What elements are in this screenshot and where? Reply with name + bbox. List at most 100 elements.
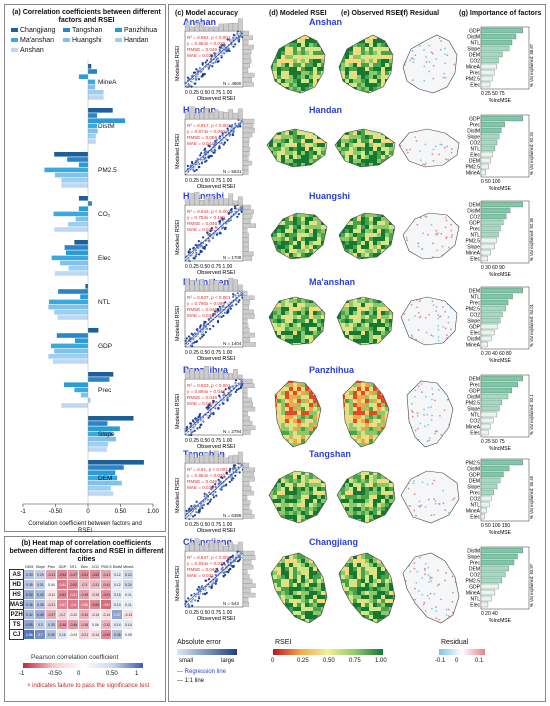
rsei-pixel [265, 311, 269, 315]
rsei-pixel [361, 351, 365, 355]
rsei-pixel [365, 217, 369, 221]
importance-bar [480, 305, 506, 312]
rsei-pixel [339, 39, 341, 43]
rsei-pixel [381, 167, 385, 171]
rsei-pixel [377, 225, 381, 229]
rsei-pixel [273, 187, 277, 191]
rsei-pixel [377, 363, 381, 367]
hist-top-bar [184, 368, 190, 380]
rsei-pixel [373, 167, 377, 171]
rsei-pixel [335, 159, 337, 163]
rsei-pixel [337, 131, 341, 135]
rsei-pixel [271, 35, 273, 39]
rsei-pixel [285, 209, 289, 213]
residual-map-huangshi [402, 211, 460, 260]
rsei-pixel [373, 265, 377, 269]
rsei-pixel [305, 391, 309, 395]
rsei-pixel [317, 343, 321, 345]
rsei-pixel [385, 63, 389, 67]
rsei-pixel [305, 99, 309, 103]
residual-pixel [452, 120, 454, 122]
rsei-pixel [293, 359, 297, 363]
scatter-point [213, 54, 216, 57]
rsei-pixel [345, 99, 349, 103]
rsei-pixel [297, 135, 301, 139]
rsei-pixel [277, 191, 281, 195]
rsei-pixel [269, 131, 273, 135]
rsei-pixel [309, 269, 313, 273]
rsei-pixel [301, 423, 305, 427]
rsei-pixel [333, 335, 337, 339]
residual-pixel [417, 245, 420, 248]
rsei-pixel [349, 407, 353, 411]
scatter-point [194, 417, 197, 420]
rsei-pixel [361, 241, 365, 245]
sample-size: N = 4860 [223, 81, 242, 86]
rsei-pixel [369, 135, 373, 139]
rsei-pixel [301, 335, 305, 339]
residual-pixel [454, 211, 456, 213]
model-stat: RMSE = 0.046 [187, 47, 217, 52]
rsei-pixel [277, 297, 281, 299]
rsei-pixel [341, 257, 345, 259]
bar-NTL-panzhihua [80, 294, 88, 299]
residual-pixel [425, 96, 427, 98]
rsei-pixel [365, 435, 369, 439]
residual-pixel [450, 223, 452, 226]
bar-GDP-maanshan [50, 343, 88, 349]
rsei-pixel [333, 419, 337, 423]
rsei-pixel [377, 59, 381, 63]
residual-pixel [417, 125, 419, 127]
heatmap-cell: 0.06 [89, 619, 102, 630]
rsei-pixel [337, 327, 341, 331]
bar-Slope-panzhihua [88, 426, 120, 431]
bar-DistM-huangshi [88, 128, 98, 134]
heatmap-cell: -0.52 [56, 589, 69, 600]
rsei-pixel [357, 83, 361, 87]
rsei-pixel [321, 249, 325, 253]
rsei-pixel [369, 115, 373, 119]
abs-error-label: Absolute error [177, 639, 221, 646]
scatter-point [213, 148, 216, 151]
rsei-pixel [377, 443, 381, 447]
rsei-pixel [377, 277, 381, 281]
rsei-pixel [305, 167, 309, 171]
rsei-pixel [385, 287, 389, 291]
rsei-pixel [349, 55, 353, 59]
rsei-pixel [389, 191, 393, 195]
rsei-pixel [373, 269, 377, 273]
importance-bar [480, 287, 523, 294]
rsei-pixel [337, 27, 341, 31]
rsei-pixel [277, 163, 281, 167]
rsei-pixel [325, 375, 329, 379]
scatter-point [239, 125, 242, 128]
rsei-pixel [277, 375, 281, 379]
rsei-pixel [269, 307, 273, 311]
rsei-pixel [353, 245, 357, 249]
rsei-pixel [389, 213, 393, 217]
rsei-pixel [285, 431, 289, 435]
map-outline [400, 296, 458, 346]
heatmap-cell: 0.3 [34, 619, 47, 630]
rsei-pixel [353, 95, 357, 99]
rsei-pixel [269, 265, 273, 269]
rsei-pixel [349, 175, 353, 179]
scatter-point [214, 310, 217, 313]
heatmap-cell: 0.16 [56, 629, 69, 640]
rsei-pixel [369, 265, 373, 269]
rsei-pixel [289, 91, 293, 93]
rsei-pixel [349, 139, 353, 143]
scatter-point [228, 305, 232, 308]
rsei-pixel [321, 399, 325, 403]
scatter-point [201, 329, 204, 332]
residual-pixel [437, 356, 439, 358]
hist-top-bar [213, 26, 219, 32]
rsei-pixel [385, 331, 389, 335]
rsei-pixel [377, 229, 381, 233]
rsei-pixel [341, 233, 345, 237]
legend-label: Huangshi [72, 37, 102, 44]
importance-factor-label: DEM [469, 53, 480, 59]
rsei-pixel [341, 229, 345, 233]
rsei-pixel [305, 411, 309, 415]
rsei-pixel [361, 297, 365, 299]
